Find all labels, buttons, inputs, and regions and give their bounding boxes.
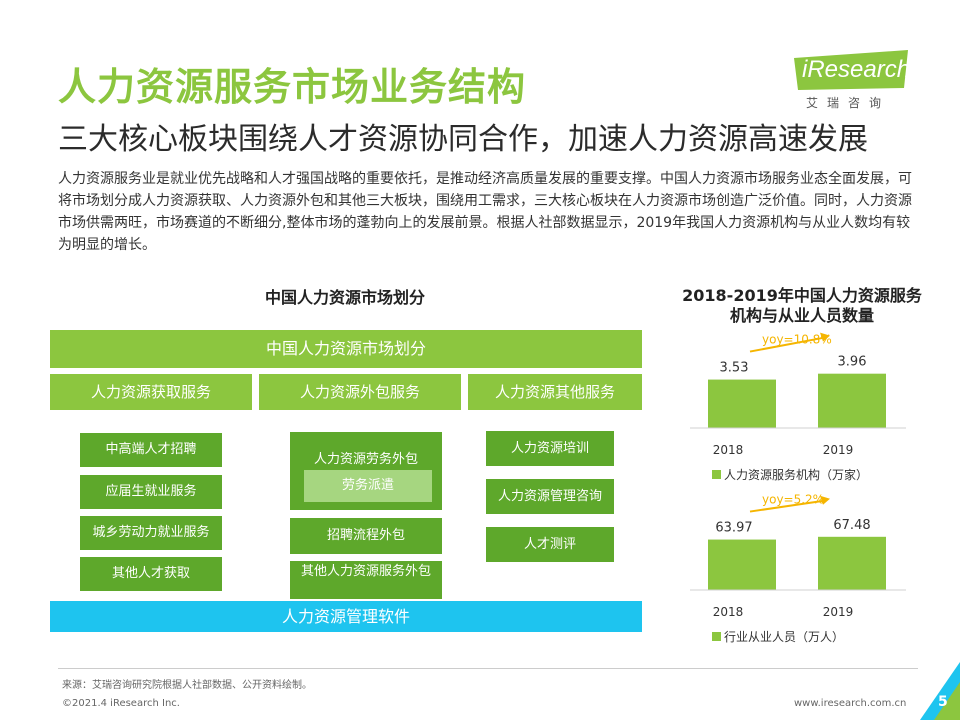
bar-2018 <box>708 379 776 428</box>
hr-software-bar: 人力资源管理软件 <box>50 601 642 632</box>
acquisition-services-header: 人力资源获取服务 <box>50 374 252 410</box>
source-note: 来源：艾瑞咨询研究院根据人社部数据、公开资料绘制。 <box>62 680 312 691</box>
data-label: 67.48 <box>833 518 870 533</box>
x-tick-label: 2018 <box>713 443 744 457</box>
diagram-heading: 中国人力资源市场划分 <box>264 288 425 307</box>
yoy-annotation: yoy=10.8% <box>762 333 832 347</box>
bar-2019 <box>818 536 886 590</box>
list-item: 其他人才获取 <box>80 557 222 591</box>
corner-decoration <box>920 662 960 720</box>
page-number: 5 <box>938 694 948 710</box>
list-item: 招聘流程外包 <box>290 518 442 554</box>
logo-name: iResearch <box>802 56 911 83</box>
list-item: 中高端人才招聘 <box>80 433 222 467</box>
logo-chinese-name: 艾瑞咨询 <box>806 96 891 110</box>
list-item: 人力资源管理咨询 <box>486 479 614 514</box>
employees-chart: 63.97 2018 67.48 2019 yoy=5.2% 行业从业人员（万人） <box>690 493 906 644</box>
dispatch-sub-item: 劳务派遣 <box>304 470 432 502</box>
page-subtitle: 三大核心板块围绕人才资源协同合作，加速人力资源高速发展 <box>58 122 868 157</box>
copyright: ©2021.4 iResearch Inc. <box>62 698 180 709</box>
data-label: 3.53 <box>720 361 749 376</box>
footer-divider <box>58 668 918 669</box>
growth-arrow-line <box>749 499 825 513</box>
list-item: 城乡劳动力就业服务 <box>80 516 222 550</box>
list-item: 应届生就业服务 <box>80 475 222 509</box>
list-item: 人才测评 <box>486 527 614 562</box>
x-tick-label: 2019 <box>823 443 854 457</box>
other-services-header: 人力资源其他服务 <box>468 374 642 410</box>
chart-heading-line-2: 机构与从业人员数量 <box>729 306 874 325</box>
list-item: 人力资源培训 <box>486 431 614 466</box>
bar-2018 <box>708 539 776 590</box>
intro-paragraph: 人力资源服务业是就业优先战略和人才强国战略的重要依托，是推动经济高质量发展的重要… <box>58 171 912 253</box>
chart-heading-line-1: 2018-2019年中国人力资源服务 <box>682 286 922 305</box>
outsourcing-services-header: 人力资源外包服务 <box>259 374 461 410</box>
list-item: 其他人力资源服务外包 <box>290 561 442 599</box>
logo-badge-shape <box>794 50 908 90</box>
x-tick-label: 2019 <box>823 605 854 619</box>
website-url: www.iresearch.com.cn <box>794 698 907 709</box>
iresearch-logo: iResearch 艾瑞咨询 <box>792 48 912 110</box>
growth-arrow-head <box>820 495 830 505</box>
legend-swatch <box>712 470 721 479</box>
institutions-chart: 3.53 2018 3.96 2019 yoy=10.8% 人力资源服务机构（万家） <box>690 332 906 482</box>
data-label: 3.96 <box>838 355 867 370</box>
growth-arrow-line <box>749 336 825 353</box>
legend-label: 行业从业人员（万人） <box>724 630 844 644</box>
growth-arrow-head <box>820 332 830 342</box>
legend-label: 人力资源服务机构（万家） <box>724 467 868 482</box>
bar-2019 <box>818 373 886 428</box>
data-label: 63.97 <box>715 521 752 536</box>
legend-swatch <box>712 632 721 641</box>
list-item: 人力资源劳务外包 <box>313 452 418 467</box>
yoy-annotation: yoy=5.2% <box>762 493 824 507</box>
x-tick-label: 2018 <box>713 605 744 619</box>
page-title: 人力资源服务市场业务结构 <box>58 65 527 109</box>
market-division-bar: 中国人力资源市场划分 <box>50 330 642 368</box>
